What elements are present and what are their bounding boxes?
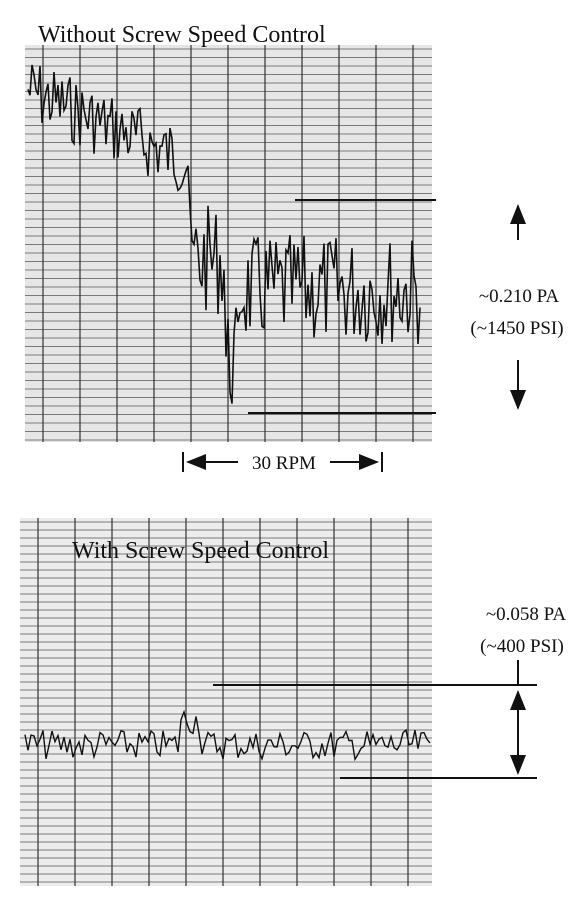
strip-chart-bottom	[20, 518, 432, 886]
amplitude-psi-label: (~400 PSI)	[480, 636, 564, 657]
chart-paper	[20, 518, 432, 886]
panel-title: With Screw Speed Control	[72, 538, 329, 564]
amplitude-psi-label: (~1450 PSI)	[470, 318, 563, 339]
panel-title: Without Screw Speed Control	[38, 22, 326, 48]
speed-label: 30 RPM	[252, 453, 316, 474]
strip-chart-top	[25, 45, 432, 442]
amplitude-label: ~0.058 PA	[486, 604, 567, 625]
pressure-trace	[24, 709, 431, 762]
pressure-trace	[27, 64, 421, 404]
amplitude-label: ~0.210 PA	[479, 286, 560, 307]
